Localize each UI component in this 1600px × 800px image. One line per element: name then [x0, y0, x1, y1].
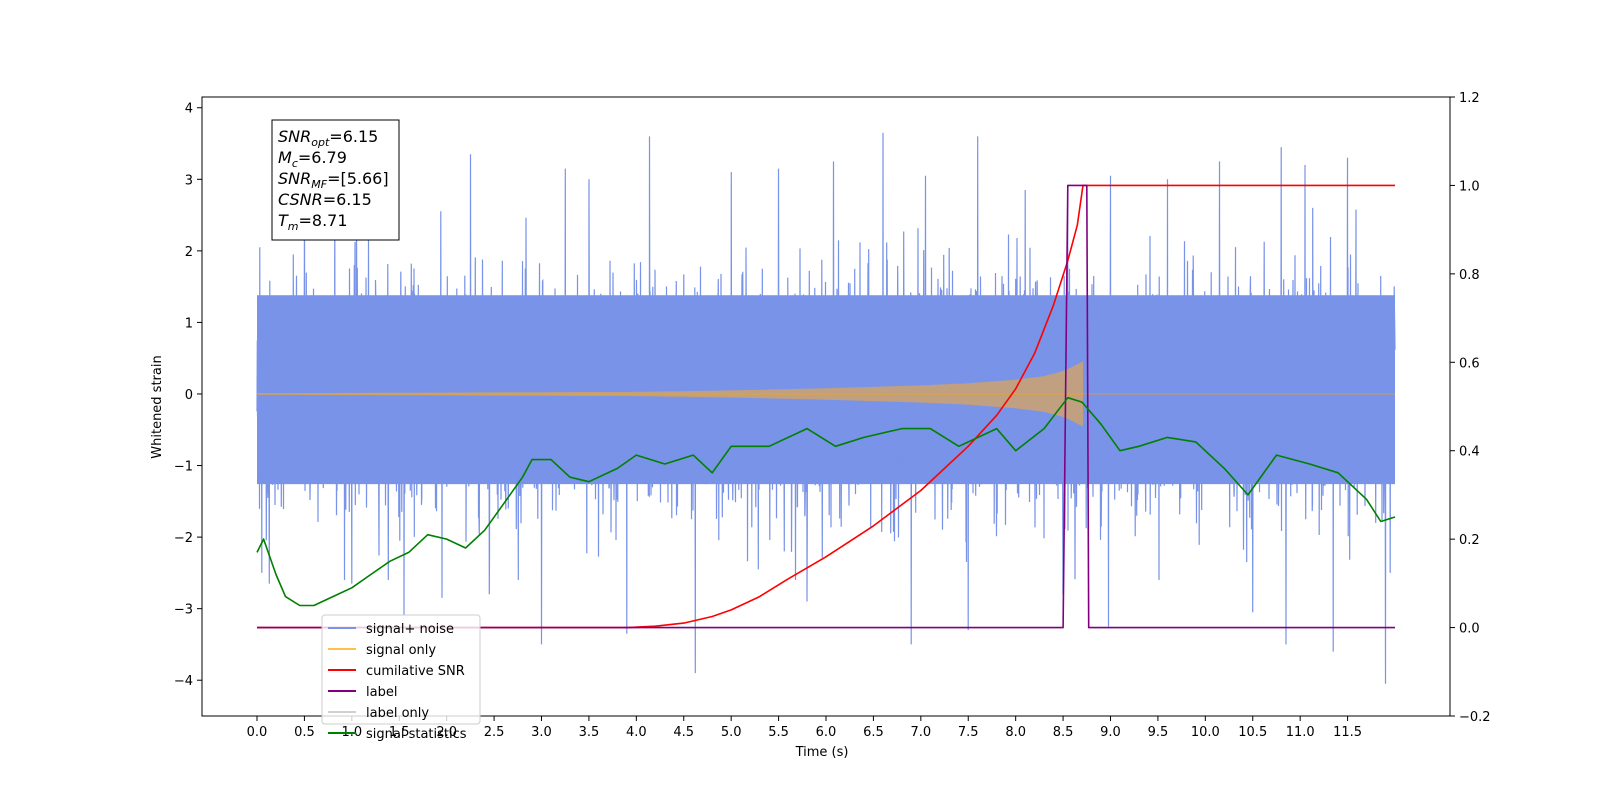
- x-tick-label: 6.5: [863, 725, 884, 740]
- x-tick-label: 3.5: [579, 725, 600, 740]
- x-tick-label: 5.0: [721, 725, 742, 740]
- legend-label: signal only: [366, 643, 436, 658]
- signal-statistics-line: [256, 396, 1396, 607]
- label-line: [257, 184, 1395, 629]
- y-axis-left: −4 −3 −2 −1 0 1 2 3 4: [174, 102, 202, 689]
- x-axis: 0.0 0.5 1.0 1.5 2.0 2.5 3.0 3.5 4.0 4.5 5.0 5.5 6.0 6…: [247, 716, 1362, 740]
- x-tick-label: 3.0: [531, 725, 552, 740]
- cumulative-snr-line: [257, 184, 1395, 629]
- y-tick-label-right: 0.2: [1459, 533, 1480, 548]
- y-tick-label: 2: [185, 245, 193, 260]
- info-line: Tm=8.71: [278, 211, 348, 233]
- x-tick-label: 2.0: [436, 725, 457, 740]
- x-tick-label: 4.5: [673, 725, 694, 740]
- legend-label: cumilative SNR: [366, 664, 465, 679]
- x-tick-label: 8.5: [1053, 725, 1074, 740]
- x-tick-label: 9.5: [1148, 725, 1169, 740]
- legend-label: signal+ noise: [366, 622, 454, 637]
- info-line: SNRMF=[5.66]: [278, 169, 389, 191]
- y-tick-label: −2: [174, 531, 193, 546]
- x-tick-label: 10.5: [1238, 725, 1267, 740]
- legend-label: label only: [366, 706, 429, 721]
- x-tick-label: 6.0: [816, 725, 837, 740]
- x-tick-label: 2.5: [484, 725, 505, 740]
- y-axis-right: −0.2 0.0 0.2 0.4 0.6 0.8 1.0 1.2: [1450, 91, 1491, 725]
- x-axis-label: Time (s): [795, 745, 849, 760]
- y-tick-label: 1: [185, 316, 193, 331]
- signal-plus-noise-line: [256, 132, 1396, 684]
- y-tick-label: −3: [174, 603, 193, 618]
- y-tick-label: 4: [185, 102, 193, 117]
- x-tick-label: 1.5: [389, 725, 410, 740]
- legend-frame: [321, 614, 481, 725]
- y-tick-label-right: 0.8: [1459, 268, 1480, 283]
- signal-only-series: [257, 361, 1395, 427]
- y-tick-label: 3: [185, 173, 193, 188]
- x-tick-label: 0.5: [294, 725, 315, 740]
- x-tick-label: 4.0: [626, 725, 647, 740]
- x-tick-label: 7.0: [910, 725, 931, 740]
- y-tick-label-right: 0.6: [1459, 356, 1480, 371]
- x-tick-label: 9.0: [1100, 725, 1121, 740]
- y-tick-label-right: −0.2: [1459, 710, 1491, 725]
- y-tick-label-right: 0.4: [1459, 445, 1480, 460]
- x-tick-label: 11.0: [1286, 725, 1315, 740]
- y-tick-label: −4: [174, 674, 193, 689]
- info-line: SNRopt=6.15: [278, 127, 378, 149]
- x-tick-label: 0.0: [247, 725, 268, 740]
- right-axis-series: [256, 184, 1396, 629]
- y-tick-label-right: 0.0: [1459, 622, 1480, 637]
- x-tick-label: 11.5: [1333, 725, 1362, 740]
- legend-label: signal statistics: [366, 727, 467, 742]
- legend: signal+ noise signal only cumilative SNR la…: [321, 614, 481, 742]
- info-line: Mc=6.79: [278, 148, 347, 170]
- y-tick-label: −1: [174, 460, 193, 475]
- legend-label: label: [366, 685, 397, 700]
- x-tick-label: 7.5: [958, 725, 979, 740]
- x-tick-label: 8.0: [1005, 725, 1026, 740]
- info-box-frame: [271, 119, 400, 241]
- x-tick-label: 5.5: [768, 725, 789, 740]
- y-tick-label-right: 1.2: [1459, 91, 1480, 106]
- x-tick-label: 10.0: [1191, 725, 1220, 740]
- y-tick-label: 0: [185, 388, 193, 403]
- info-line: CSNR=6.15: [278, 190, 372, 209]
- y-tick-label-right: 1.0: [1459, 179, 1480, 194]
- y-axis-label: Whitened strain: [150, 355, 165, 458]
- plot-area: [256, 132, 1396, 684]
